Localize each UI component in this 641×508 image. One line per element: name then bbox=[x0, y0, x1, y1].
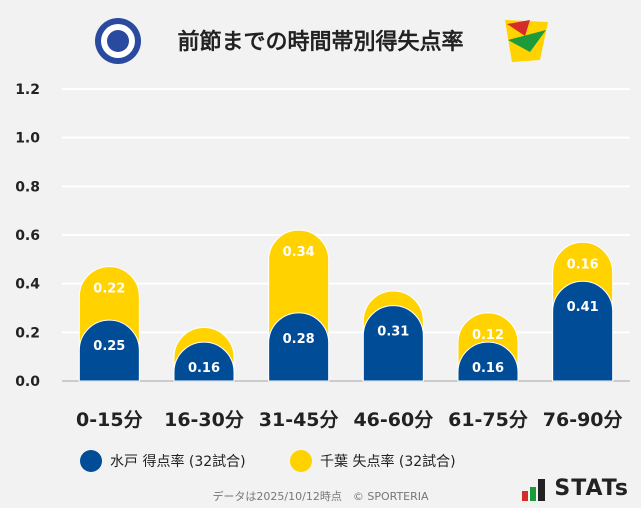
stats-logo: STATs bbox=[522, 476, 629, 501]
data-label-chiba: 0.22 bbox=[93, 282, 125, 297]
chiba-logo bbox=[505, 20, 548, 62]
data-label-mito: 0.41 bbox=[567, 300, 599, 315]
stats-bars-icon bbox=[522, 479, 546, 501]
chart-title: 前節までの時間帯別得失点率 bbox=[177, 30, 464, 55]
legend-label: 水戸 得点率 (32試合) bbox=[110, 454, 246, 470]
y-tick-label: 1.0 bbox=[15, 131, 40, 147]
x-tick-label: 0-15分 bbox=[76, 409, 143, 431]
y-tick-label: 0.6 bbox=[15, 228, 40, 244]
bar-mito bbox=[173, 341, 235, 382]
data-label-mito: 0.25 bbox=[93, 339, 125, 354]
data-label-chiba: 0.16 bbox=[567, 257, 599, 272]
data-label-mito: 0.16 bbox=[472, 361, 504, 376]
stats-text: STATs bbox=[554, 476, 629, 501]
y-tick-label: 0.0 bbox=[15, 374, 40, 390]
data-label-mito: 0.28 bbox=[283, 332, 315, 347]
bar-mito bbox=[552, 280, 614, 382]
data-label-chiba: 0.34 bbox=[283, 245, 315, 260]
bar-mito bbox=[268, 312, 330, 382]
y-tick-label: 0.4 bbox=[15, 277, 40, 293]
bar-mito bbox=[78, 319, 140, 382]
footer-note: データは2025/10/12時点 © SPORTERIA bbox=[212, 490, 429, 503]
y-tick-label: 0.2 bbox=[15, 325, 40, 341]
bar-mito bbox=[362, 305, 424, 382]
y-tick-label: 0.8 bbox=[15, 179, 40, 195]
y-tick-label: 1.2 bbox=[15, 82, 40, 98]
legend-swatch bbox=[80, 450, 102, 472]
x-tick-label: 16-30分 bbox=[164, 409, 244, 431]
legend-label: 千葉 失点率 (32試合) bbox=[320, 454, 456, 470]
data-label-mito: 0.31 bbox=[377, 325, 409, 340]
x-tick-label: 46-60分 bbox=[353, 409, 433, 431]
bar-mito bbox=[457, 341, 519, 382]
legend-item-mito: 水戸 得点率 (32試合) bbox=[80, 450, 246, 472]
x-tick-label: 76-90分 bbox=[543, 409, 623, 431]
x-tick-label: 61-75分 bbox=[448, 409, 528, 431]
data-label-mito: 0.16 bbox=[188, 361, 220, 376]
x-tick-label: 31-45分 bbox=[259, 409, 339, 431]
mito-logo bbox=[95, 18, 141, 64]
legend-swatch bbox=[290, 450, 312, 472]
data-label-chiba: 0.12 bbox=[472, 328, 504, 343]
legend-item-chiba: 千葉 失点率 (32試合) bbox=[290, 450, 456, 472]
